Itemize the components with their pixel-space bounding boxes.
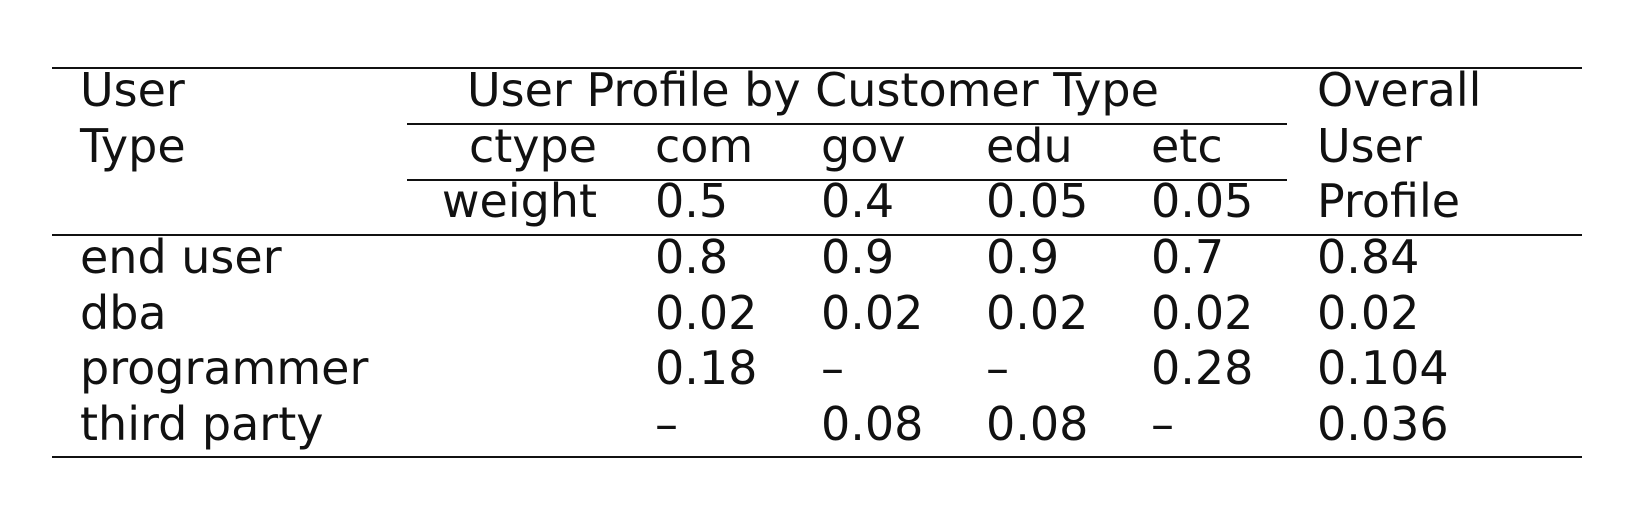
header-overall-line1: Overall	[1317, 63, 1482, 117]
row-user-type: programmer	[80, 341, 369, 395]
row-value-gov: 0.9	[821, 230, 895, 284]
ctype-etc: etc	[1151, 119, 1223, 173]
header-group-title: User Profile by Customer Type	[467, 63, 1159, 117]
ctype-label: ctype	[468, 119, 597, 173]
ctype-com: com	[655, 119, 754, 173]
top-rule	[52, 67, 1582, 69]
weight-edu: 0.05	[986, 174, 1089, 228]
weight-etc: 0.05	[1151, 174, 1254, 228]
row-overall: 0.02	[1317, 286, 1420, 340]
ctype-gov: gov	[821, 119, 906, 173]
row-overall: 0.84	[1317, 230, 1420, 284]
row-value-edu: 0.9	[986, 230, 1060, 284]
row-user-type: dba	[80, 286, 167, 340]
user-profile-table: User Type User Profile by Customer Type …	[52, 63, 1582, 477]
row-value-com: –	[655, 397, 678, 451]
row-value-edu: –	[986, 341, 1009, 395]
row-user-type: third party	[80, 397, 324, 451]
row-value-com: 0.02	[655, 286, 758, 340]
header-user-type-line2: Type	[80, 119, 186, 173]
row-value-gov: 0.08	[821, 397, 924, 451]
group-title-underline	[407, 123, 1287, 125]
row-value-com: 0.18	[655, 341, 758, 395]
header-bottom-rule	[52, 234, 1582, 236]
row-value-etc: 0.7	[1151, 230, 1225, 284]
row-value-gov: –	[821, 341, 844, 395]
row-user-type: end user	[80, 230, 282, 284]
ctype-edu: edu	[986, 119, 1073, 173]
weight-label: weight	[441, 174, 597, 228]
row-value-etc: 0.28	[1151, 341, 1254, 395]
header-overall-line2: User	[1317, 119, 1422, 173]
weight-gov: 0.4	[821, 174, 895, 228]
row-value-com: 0.8	[655, 230, 729, 284]
row-value-etc: 0.02	[1151, 286, 1254, 340]
header-overall-line3: Profile	[1317, 174, 1461, 228]
row-overall: 0.104	[1317, 341, 1449, 395]
bottom-rule	[52, 456, 1582, 458]
header-user-type-line1: User	[80, 63, 185, 117]
row-value-gov: 0.02	[821, 286, 924, 340]
ctype-row-underline	[407, 179, 1287, 181]
row-value-etc: –	[1151, 397, 1174, 451]
row-overall: 0.036	[1317, 397, 1449, 451]
weight-com: 0.5	[655, 174, 729, 228]
row-value-edu: 0.08	[986, 397, 1089, 451]
row-value-edu: 0.02	[986, 286, 1089, 340]
